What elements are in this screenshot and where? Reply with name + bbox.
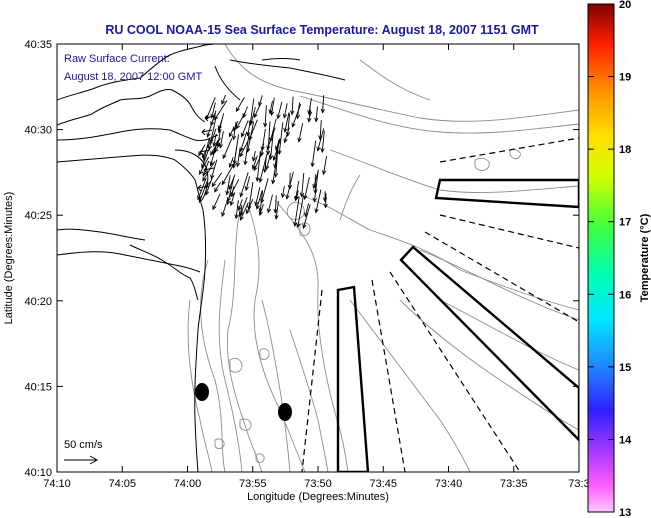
x-axis-ticks: 74:10 74:05 74:00 73:55 73:50 73:45 73:40 73:35… (43, 44, 590, 490)
colorbar-tick-label: 19 (619, 72, 631, 84)
colorbar-tick-label: 20 (619, 0, 631, 11)
x-tick-label: 74:00 (174, 478, 202, 490)
colorbar-tick-label: 13 (619, 507, 631, 518)
y-axis-ticks: 40:35 40:30 40:25 40:20 40:15 40:10 (24, 39, 579, 479)
y-tick-label: 40:35 (24, 39, 52, 51)
x-tick-label: 74:05 (108, 478, 136, 490)
x-tick-label: 73:55 (239, 478, 267, 490)
map-title: RU COOL NOAA-15 Sea Surface Temperature:… (105, 23, 539, 37)
y-tick-label: 40:25 (24, 210, 52, 222)
colorbar-tick-label: 17 (619, 217, 631, 229)
radar-site-marker (195, 383, 209, 401)
x-tick-label: 73:45 (369, 478, 397, 490)
x-tick-label: 73:3 (568, 478, 589, 490)
y-tick-label: 40:10 (24, 467, 52, 479)
bathymetry-contours (187, 44, 579, 472)
colorbar-label: Temperature (°C) (639, 213, 651, 302)
x-axis-label: Longitude (Degrees:Minutes) (247, 491, 389, 503)
colorbar-ticks: 20 19 18 17 16 15 14 13 (588, 0, 632, 518)
scale-label: 50 cm/s (64, 439, 103, 451)
coastline (57, 44, 346, 472)
sampling-lines (301, 137, 579, 472)
y-axis-label: Latitude (Degrees:Minutes) (3, 192, 15, 325)
colorbar-tick-label: 15 (619, 362, 631, 374)
x-tick-label: 73:50 (304, 478, 332, 490)
annotation-line1: Raw Surface Current: (64, 53, 170, 65)
y-tick-label: 40:15 (24, 381, 52, 393)
x-tick-label: 73:35 (500, 478, 528, 490)
colorbar-tick-label: 18 (619, 144, 631, 156)
x-tick-label: 74:10 (43, 478, 71, 490)
plot-area (57, 44, 579, 472)
radar-site-marker (278, 403, 292, 421)
annotation-line2: August 18, 2007 12:00 GMT (64, 71, 202, 83)
colorbar-tick-label: 14 (619, 434, 632, 446)
y-tick-label: 40:30 (24, 125, 52, 137)
scale-arrow-icon (64, 455, 99, 465)
y-tick-label: 40:20 (24, 296, 52, 308)
x-tick-label: 73:40 (435, 478, 463, 490)
surface-current-vectors (197, 94, 328, 230)
colorbar-tick-label: 16 (619, 289, 631, 301)
colorbar (587, 3, 615, 513)
